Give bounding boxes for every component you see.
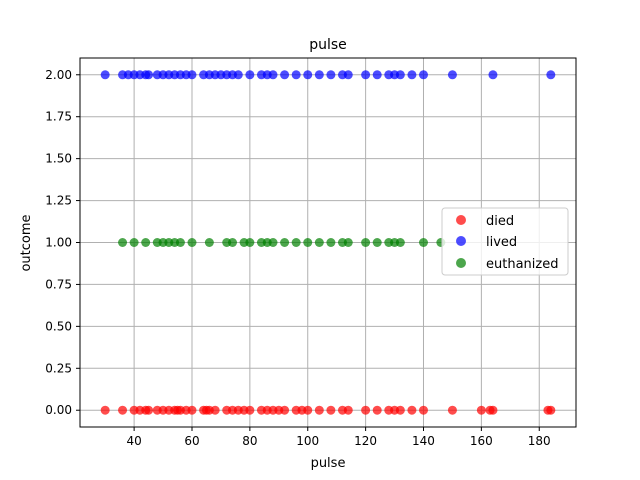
legend-label-died: died xyxy=(486,214,514,229)
point-euthanized xyxy=(418,238,428,247)
point-euthanized xyxy=(141,238,151,247)
y-axis-ticks: 0.00 0.25 0.50 0.75 1.00 1.25 1.50 1.75 2.00 xyxy=(45,68,80,417)
point-died xyxy=(488,405,498,415)
point-lived xyxy=(343,70,353,80)
point-lived xyxy=(100,70,110,80)
x-tick-label: 160 xyxy=(470,434,493,448)
point-died xyxy=(546,405,556,415)
point-died xyxy=(187,405,197,415)
y-tick-label: 0.75 xyxy=(45,277,72,291)
point-lived xyxy=(326,70,336,80)
point-lived xyxy=(407,70,417,80)
y-tick-label: 1.25 xyxy=(45,194,72,208)
x-tick-label: 120 xyxy=(354,434,377,448)
legend-label-euthanized: euthanized xyxy=(486,257,558,272)
legend-marker-euthanized xyxy=(456,258,466,268)
point-lived xyxy=(372,70,382,80)
legend-marker-died xyxy=(456,215,466,225)
legend-box xyxy=(441,207,569,276)
point-lived xyxy=(303,70,313,80)
x-tick-label: 180 xyxy=(528,434,551,448)
point-lived xyxy=(546,70,556,80)
point-died xyxy=(343,405,353,415)
y-tick-label: 1.75 xyxy=(45,110,72,124)
point-euthanized xyxy=(303,238,313,247)
legend-marker-lived xyxy=(456,236,466,246)
point-died xyxy=(100,405,110,415)
point-lived xyxy=(144,70,154,80)
y-axis-label: outcome xyxy=(19,214,34,271)
point-euthanized xyxy=(372,238,382,247)
point-died xyxy=(418,405,428,415)
point-died xyxy=(314,405,324,415)
point-euthanized xyxy=(129,238,139,247)
x-tick-label: 40 xyxy=(126,434,141,448)
point-euthanized xyxy=(204,238,214,247)
point-euthanized xyxy=(268,238,278,247)
point-died xyxy=(395,405,405,415)
point-euthanized xyxy=(228,238,238,247)
point-lived xyxy=(361,70,371,80)
point-euthanized xyxy=(361,238,371,247)
point-lived xyxy=(268,70,278,80)
point-euthanized xyxy=(314,238,324,247)
legend: died lived euthanized xyxy=(441,207,569,276)
point-euthanized xyxy=(343,238,353,247)
data-points xyxy=(100,70,556,415)
y-tick-label: 0.50 xyxy=(45,319,72,333)
point-died xyxy=(407,405,417,415)
point-lived xyxy=(314,70,324,80)
point-lived xyxy=(245,70,255,80)
x-tick-label: 100 xyxy=(296,434,319,448)
point-lived xyxy=(280,70,290,80)
y-tick-label: 1.00 xyxy=(45,236,72,250)
x-tick-label: 60 xyxy=(184,434,199,448)
point-died xyxy=(326,405,336,415)
point-died xyxy=(476,405,486,415)
point-died xyxy=(118,405,128,415)
point-died xyxy=(372,405,382,415)
x-tick-label: 140 xyxy=(412,434,435,448)
x-axis-ticks: 40 60 80 100 120 140 160 180 xyxy=(126,427,551,448)
point-died xyxy=(210,405,220,415)
point-died xyxy=(447,405,457,415)
legend-label-lived: lived xyxy=(486,235,517,250)
point-died xyxy=(303,405,313,415)
y-tick-label: 0.00 xyxy=(45,403,72,417)
point-lived xyxy=(488,70,498,80)
point-euthanized xyxy=(118,238,128,247)
point-euthanized xyxy=(395,238,405,247)
point-lived xyxy=(395,70,405,80)
point-died xyxy=(144,405,154,415)
point-lived xyxy=(187,70,197,80)
x-axis-label: pulse xyxy=(311,456,346,471)
point-lived xyxy=(233,70,243,80)
point-euthanized xyxy=(175,238,185,247)
x-tick-label: 80 xyxy=(242,434,257,448)
point-euthanized xyxy=(326,238,336,247)
point-euthanized xyxy=(280,238,290,247)
point-euthanized xyxy=(245,238,255,247)
y-tick-label: 1.50 xyxy=(45,152,72,166)
point-died xyxy=(280,405,290,415)
point-lived xyxy=(291,70,301,80)
point-died xyxy=(361,405,371,415)
point-euthanized xyxy=(291,238,301,247)
point-lived xyxy=(418,70,428,80)
chart-title: pulse xyxy=(309,37,347,53)
y-tick-label: 0.25 xyxy=(45,361,72,375)
point-lived xyxy=(447,70,457,80)
point-died xyxy=(245,405,255,415)
y-tick-label: 2.00 xyxy=(45,68,72,82)
point-euthanized xyxy=(187,238,197,247)
